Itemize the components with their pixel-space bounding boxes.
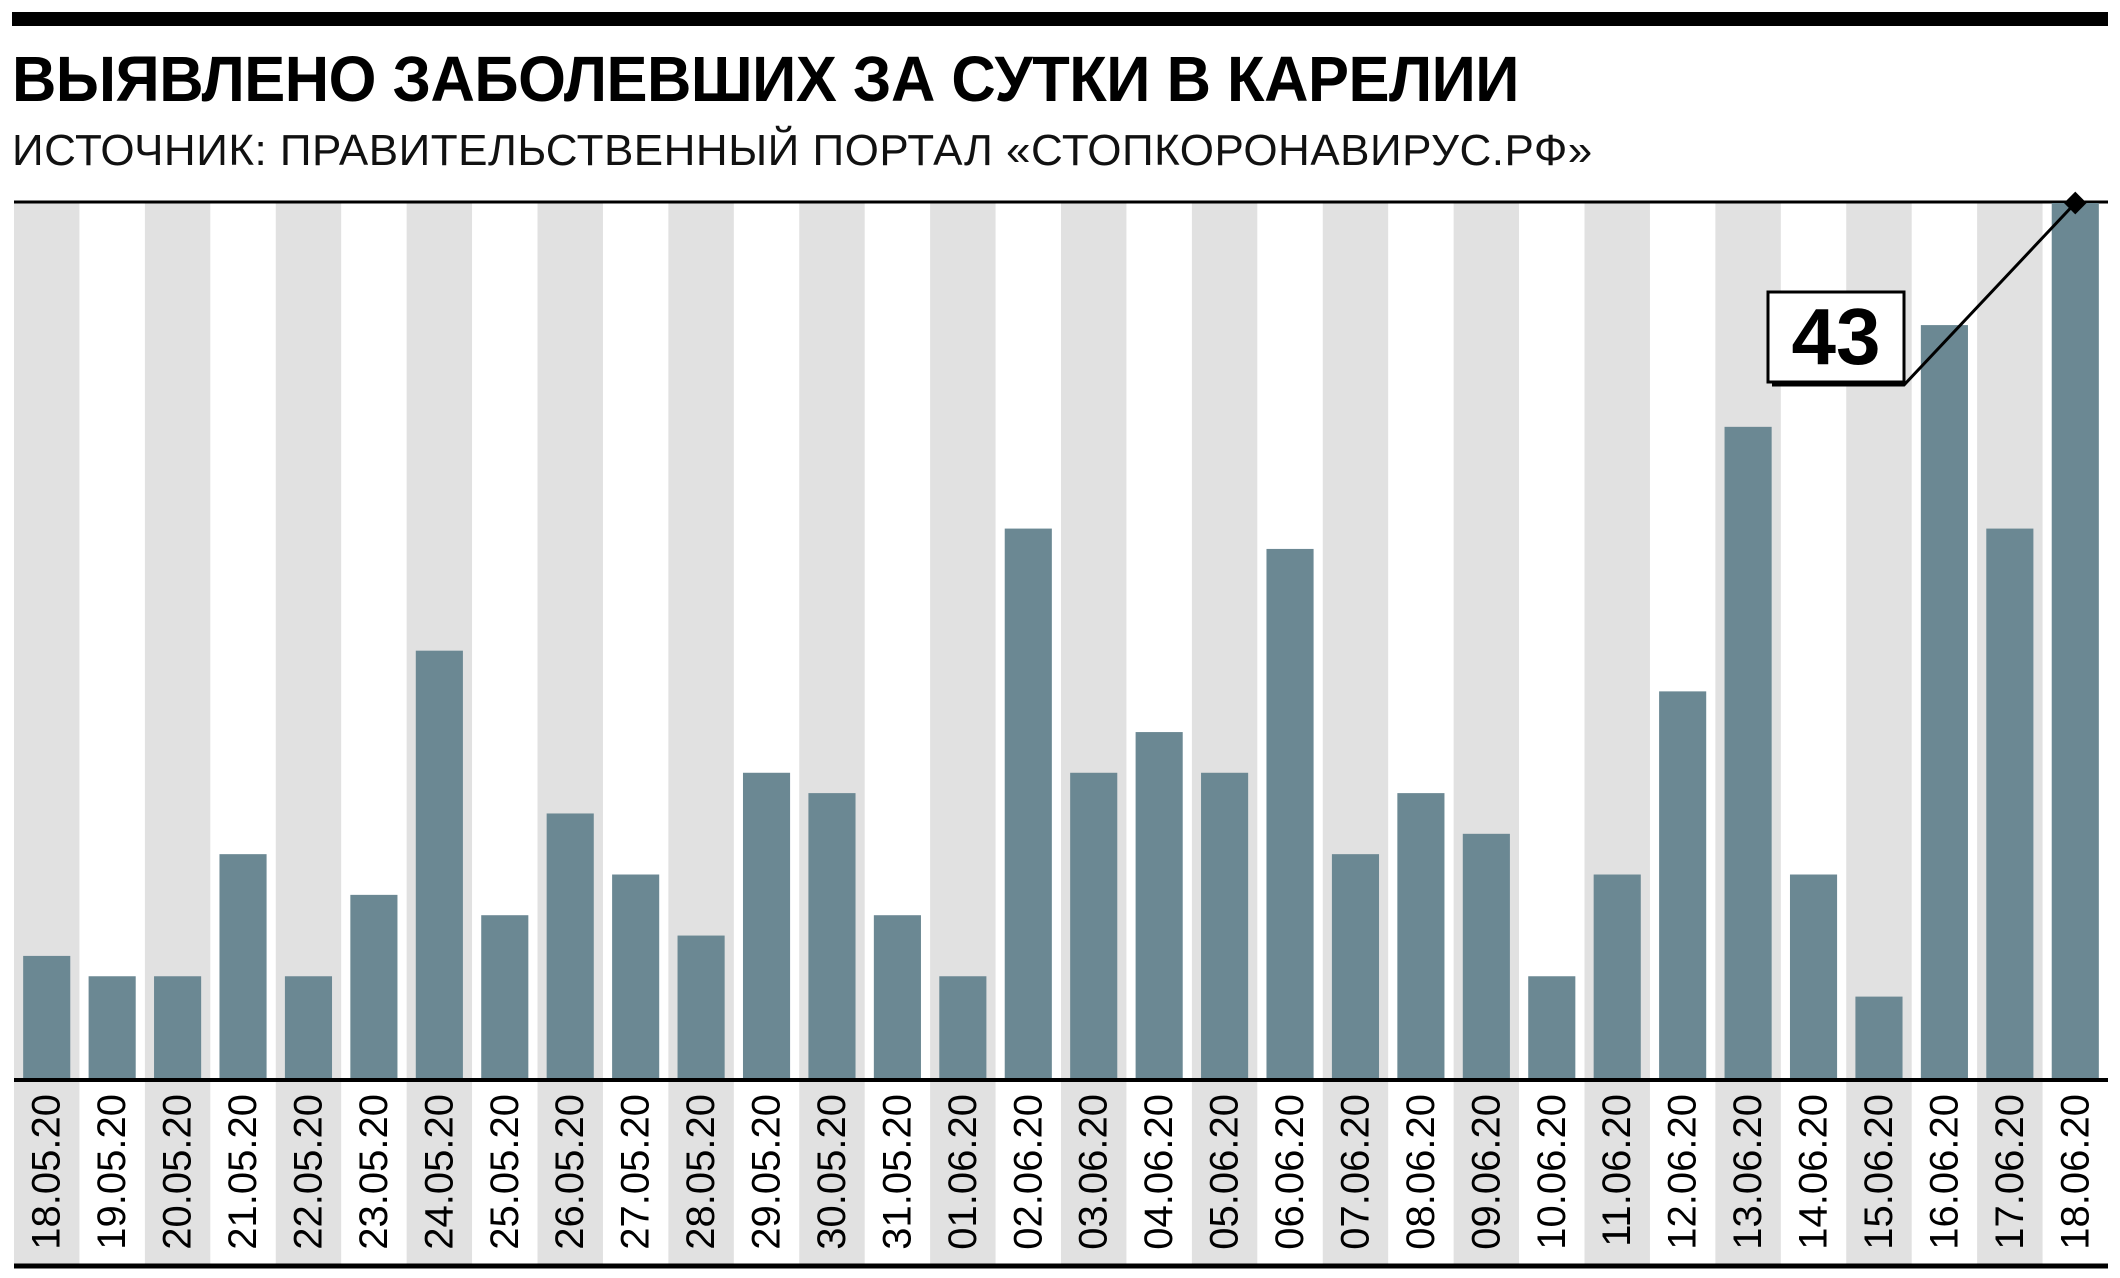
column-band xyxy=(1061,203,1127,1264)
bar-14.06.20 xyxy=(1789,874,1838,1078)
column-band xyxy=(1322,203,1389,1264)
bar-22.05.20 xyxy=(284,976,333,1078)
callout-box xyxy=(1766,290,1906,384)
value-callout: 43 xyxy=(1766,191,2087,387)
x-tick-label: 11.06.20 xyxy=(1595,1094,1639,1247)
x-tick-label: 03.06.20 xyxy=(1072,1094,1116,1250)
x-tick-label: 27.05.20 xyxy=(614,1094,658,1250)
tick-labels-layer: 18.05.20 19.05.20 20.05.20 21.05.20 22.05.20… xyxy=(25,1094,2098,1250)
bar-19.05.20 xyxy=(88,976,136,1078)
x-tick-label: 19.05.20 xyxy=(90,1094,134,1250)
bar-05.06.20 xyxy=(1201,772,1249,1078)
x-tick-label: 21.05.20 xyxy=(221,1094,265,1250)
column-bands xyxy=(14,203,2043,1264)
bar-24.05.20 xyxy=(415,650,463,1078)
x-tick-label: 08.06.20 xyxy=(1399,1094,1443,1250)
x-tick-label: 22.05.20 xyxy=(286,1094,330,1250)
bar-09.06.20 xyxy=(1462,833,1510,1078)
title-main: ВЫЯВЛЕНО ЗАБОЛЕВШИХ ЗА СУТКИ В xyxy=(12,43,1228,115)
callout-value: 43 xyxy=(1792,292,1881,381)
bar-04.06.20 xyxy=(1135,732,1183,1078)
x-tick-label: 31.05.20 xyxy=(875,1094,919,1250)
x-tick-label: 17.06.20 xyxy=(1988,1094,2032,1250)
bar-27.05.20 xyxy=(612,874,660,1078)
bar-11.06.20 xyxy=(1593,874,1641,1078)
bar-23.05.20 xyxy=(350,894,398,1078)
bar-25.05.20 xyxy=(481,915,529,1078)
x-tick-label: 18.06.20 xyxy=(2053,1094,2097,1250)
bar-01.06.20 xyxy=(939,976,987,1078)
callout-leader-line xyxy=(1772,201,2077,387)
column-band xyxy=(275,203,342,1264)
x-tick-label: 02.06.20 xyxy=(1006,1094,1050,1250)
column-band xyxy=(668,203,734,1264)
bar-03.06.20 xyxy=(1070,772,1118,1078)
bars-layer xyxy=(23,203,2099,1078)
bar-16.06.20 xyxy=(1920,325,1968,1078)
x-tick-label: 13.06.20 xyxy=(1726,1094,1770,1250)
chart-title: ВЫЯВЛЕНО ЗАБОЛЕВШИХ ЗА СУТКИ В КАРЕЛИИ xyxy=(12,42,1519,116)
x-tick-label: 18.05.20 xyxy=(25,1094,69,1250)
top-rule xyxy=(12,12,2108,26)
x-tick-label: 23.05.20 xyxy=(352,1094,396,1250)
x-tick-label: 16.06.20 xyxy=(1922,1094,1966,1250)
column-band xyxy=(537,203,603,1264)
column-band xyxy=(144,203,211,1264)
bar-30.05.20 xyxy=(808,793,856,1078)
bar-02.06.20 xyxy=(1004,528,1052,1078)
callout-marker xyxy=(2063,191,2087,215)
x-tick-label: 10.06.20 xyxy=(1530,1094,1574,1250)
column-band xyxy=(1584,203,1650,1264)
bar-07.06.20 xyxy=(1331,854,1380,1078)
bar-26.05.20 xyxy=(546,813,594,1078)
bar-13.06.20 xyxy=(1724,426,1772,1078)
bar-08.06.20 xyxy=(1397,793,1445,1078)
bar-31.05.20 xyxy=(873,915,921,1078)
bar-18.05.20 xyxy=(23,955,71,1078)
x-tick-label: 25.05.20 xyxy=(483,1094,527,1250)
bar-21.05.20 xyxy=(219,854,267,1078)
bar-28.05.20 xyxy=(677,935,725,1078)
bar-29.05.20 xyxy=(742,772,791,1078)
x-tick-label: 28.05.20 xyxy=(679,1094,723,1250)
x-tick-label: 05.06.20 xyxy=(1203,1094,1247,1250)
x-tick-label: 15.06.20 xyxy=(1857,1094,1901,1250)
column-band xyxy=(1453,203,1520,1264)
x-tick-label: 06.06.20 xyxy=(1268,1094,1312,1250)
bar-10.06.20 xyxy=(1528,976,1576,1078)
bar-06.06.20 xyxy=(1266,548,1314,1078)
x-tick-label: 26.05.20 xyxy=(548,1094,592,1250)
bar-18.06.20 xyxy=(2051,203,2099,1078)
column-band xyxy=(930,203,996,1264)
x-tick-label: 12.06.20 xyxy=(1661,1094,1705,1250)
bar-17.06.20 xyxy=(1986,528,2034,1078)
x-tick-label: 29.05.20 xyxy=(745,1094,789,1250)
bar-15.06.20 xyxy=(1855,996,1903,1078)
x-tick-label: 24.05.20 xyxy=(417,1094,461,1250)
bar-12.06.20 xyxy=(1659,691,1707,1078)
x-tick-label: 01.06.20 xyxy=(941,1094,985,1250)
x-tick-label: 04.06.20 xyxy=(1137,1094,1181,1250)
title-emphasis: КАРЕЛИИ xyxy=(1227,43,1519,115)
column-band xyxy=(1191,203,1258,1264)
x-tick-label: 07.06.20 xyxy=(1333,1094,1377,1250)
x-tick-label: 30.05.20 xyxy=(810,1094,854,1250)
x-tick-label: 20.05.20 xyxy=(156,1094,200,1250)
column-band xyxy=(14,203,80,1264)
chart-source: ИСТОЧНИК: ПРАВИТЕЛЬСТВЕННЫЙ ПОРТАЛ «СТОП… xyxy=(12,126,1593,175)
x-tick-label: 14.06.20 xyxy=(1792,1094,1836,1250)
bar-20.05.20 xyxy=(154,976,202,1078)
x-tick-label: 09.06.20 xyxy=(1464,1094,1508,1250)
column-band xyxy=(799,203,865,1264)
